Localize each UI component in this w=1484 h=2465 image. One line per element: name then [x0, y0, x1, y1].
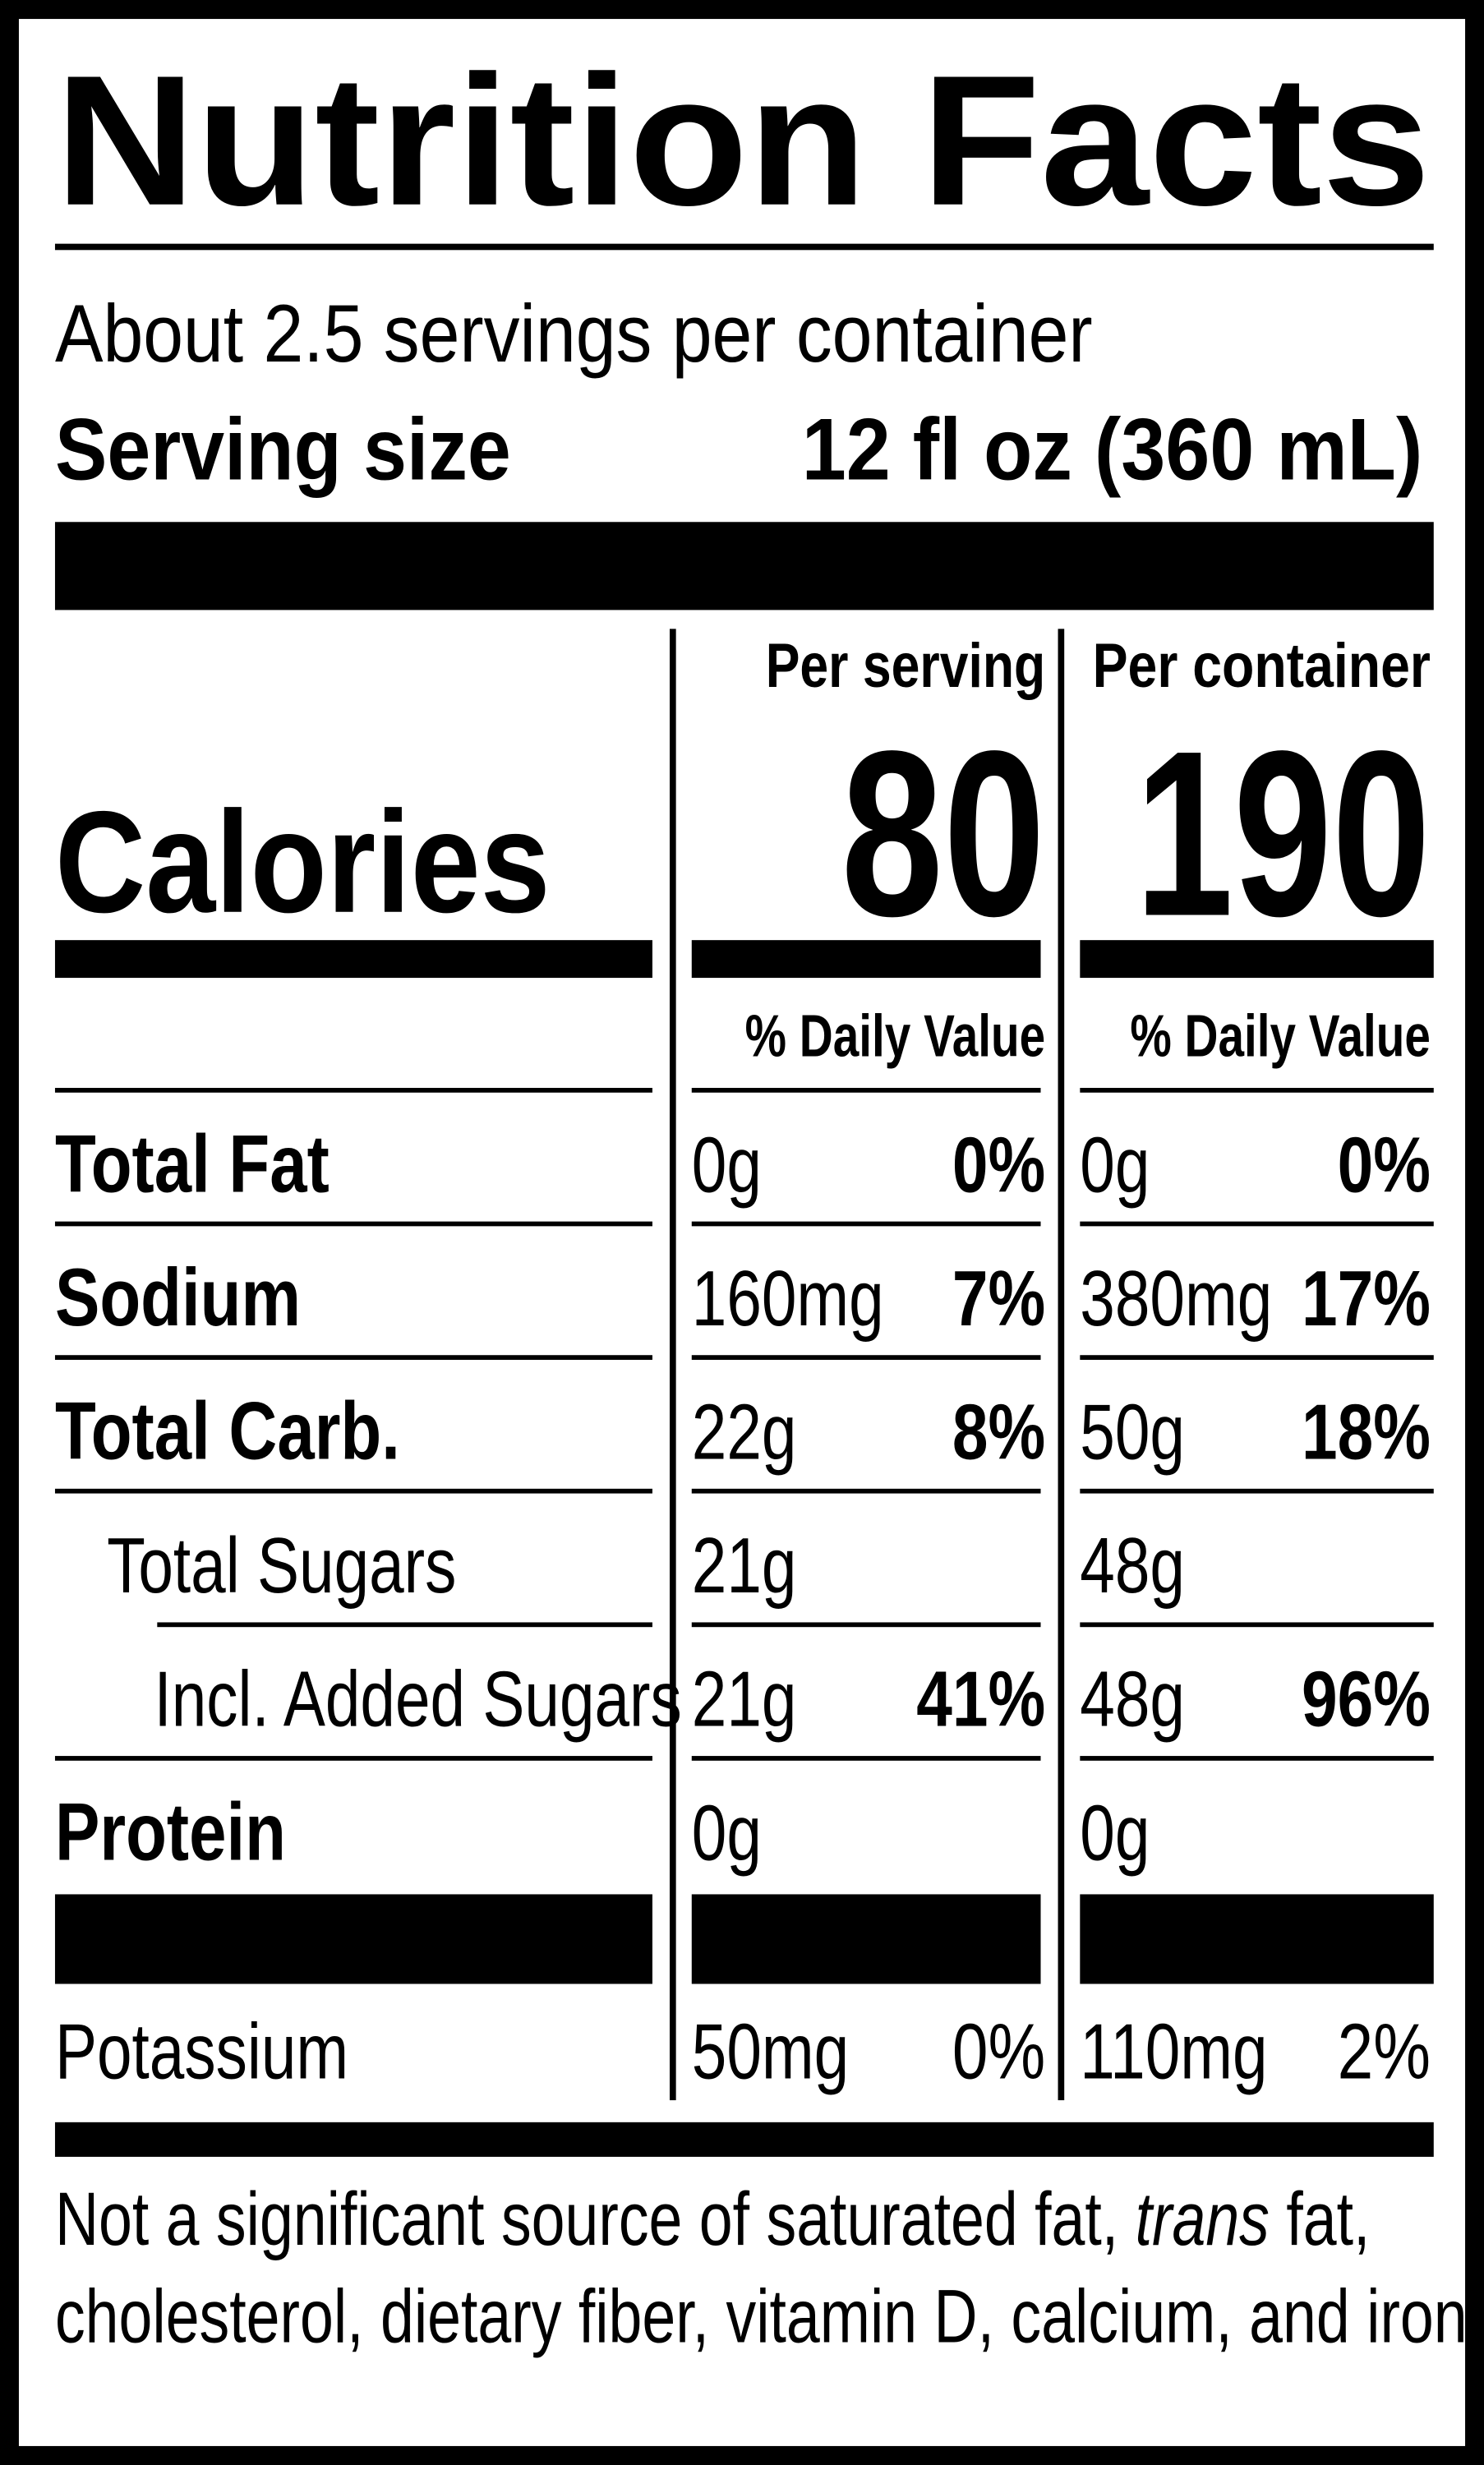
- daily-value: 8%: [952, 1388, 1045, 1476]
- thick-bar: [54, 940, 652, 979]
- nutrient-name: Incl. Added Sugars: [154, 1656, 681, 1744]
- calories-value: 80: [841, 702, 1046, 965]
- rule: [1080, 1355, 1434, 1360]
- nutrient-name: Protein: [55, 1787, 286, 1878]
- column-divider: [669, 629, 676, 2101]
- thick-bar: [1080, 940, 1434, 979]
- daily-value: 41%: [916, 1655, 1045, 1743]
- dv-heading: % Daily Value: [1130, 1002, 1431, 1069]
- rule: [691, 1756, 1041, 1761]
- amount: 0g: [692, 1790, 762, 1877]
- amount: 0g: [692, 1122, 762, 1209]
- footnote: Not a significant source of saturated fa…: [55, 2177, 1370, 2261]
- amount: 48g: [1080, 1656, 1185, 1744]
- amount: 110mg: [1080, 2008, 1267, 2095]
- footnote-segment: Not a significant source of saturated fa…: [55, 2177, 1136, 2261]
- footnote-segment: trans: [1136, 2177, 1270, 2261]
- rule: [1080, 1622, 1434, 1628]
- rule: [1080, 1488, 1434, 1494]
- dv-heading: % Daily Value: [745, 1002, 1046, 1069]
- amount: 160mg: [692, 1256, 884, 1343]
- rule: [691, 1221, 1041, 1227]
- amount: 21g: [692, 1656, 797, 1744]
- serving-size-label: Serving size: [55, 400, 511, 499]
- title: Nutrition Facts: [55, 37, 1431, 244]
- rule: [54, 243, 1434, 251]
- column-heading: Per container: [1093, 631, 1431, 701]
- nutrient-name: Total Fat: [55, 1119, 330, 1209]
- daily-value: 7%: [952, 1254, 1045, 1342]
- daily-value: 0%: [952, 2007, 1045, 2095]
- amount: 50mg: [692, 2008, 849, 2095]
- rule: [1080, 1221, 1434, 1227]
- rule: [691, 1622, 1041, 1628]
- rule: [691, 1087, 1041, 1093]
- thick-bar: [691, 940, 1041, 979]
- amount: 50g: [1080, 1389, 1185, 1476]
- nutrient-name: Potassium: [55, 2008, 348, 2095]
- rule: [1080, 1756, 1434, 1761]
- thick-bar: [691, 1894, 1041, 1984]
- footnote-segment: cholesterol, dietary fiber, vitamin D, c…: [55, 2274, 1484, 2359]
- servings: About 2.5 servings per container: [55, 288, 1093, 380]
- amount: 21g: [692, 1523, 797, 1610]
- amount: 48g: [1080, 1523, 1185, 1610]
- column-heading: Per serving: [766, 631, 1046, 701]
- label-background: [18, 19, 1466, 2446]
- daily-value: 2%: [1338, 2007, 1431, 2095]
- calories-label: Calories: [55, 782, 551, 943]
- daily-value: 0%: [1338, 1121, 1431, 1209]
- amount: 22g: [692, 1389, 797, 1476]
- rule: [157, 1622, 652, 1628]
- nutrient-name: Sodium: [55, 1252, 301, 1343]
- rule: [54, 1221, 652, 1227]
- rule: [691, 1355, 1041, 1360]
- daily-value: 17%: [1302, 1254, 1431, 1342]
- footnote-segment: fat,: [1270, 2177, 1370, 2261]
- rule: [54, 1488, 652, 1494]
- nutrient-name: Total Sugars: [107, 1523, 456, 1610]
- rule: [54, 1087, 652, 1093]
- rule: [1080, 1087, 1434, 1093]
- thick-bar: [54, 1894, 652, 1984]
- footnote: cholesterol, dietary fiber, vitamin D, c…: [55, 2274, 1484, 2359]
- thick-bar: [54, 2122, 1434, 2157]
- rule: [691, 1488, 1041, 1494]
- amount: 0g: [1080, 1790, 1150, 1877]
- thick-bar: [1080, 1894, 1434, 1984]
- amount: 380mg: [1080, 1256, 1272, 1343]
- thick-bar: [54, 522, 1434, 610]
- daily-value: 96%: [1302, 1655, 1431, 1743]
- rule: [54, 1355, 652, 1360]
- daily-value: 18%: [1302, 1388, 1431, 1476]
- amount: 0g: [1080, 1122, 1150, 1209]
- column-divider: [1058, 629, 1065, 2101]
- calories-value: 190: [1135, 702, 1431, 965]
- daily-value: 0%: [952, 1121, 1045, 1209]
- rule: [54, 1756, 652, 1761]
- serving-size-value: 12 fl oz (360 mL): [802, 400, 1423, 499]
- nutrient-name: Total Carb.: [55, 1386, 400, 1477]
